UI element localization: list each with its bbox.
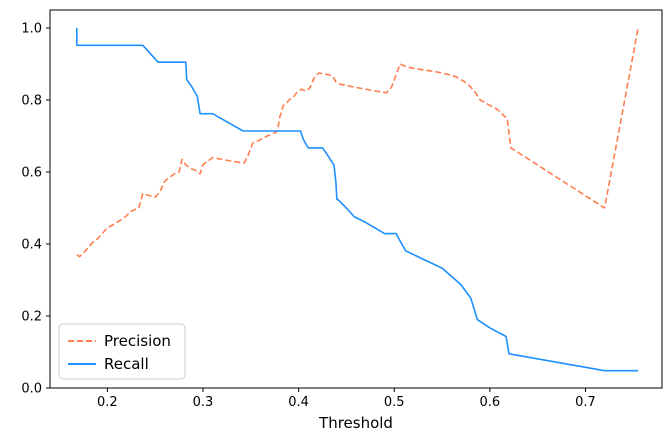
y-tick-label: 0.4 [21, 238, 42, 253]
x-tick-label: 0.6 [480, 395, 501, 410]
plot-frame [49, 9, 663, 389]
x-tick-label: 0.5 [384, 395, 405, 410]
legend: Precision Recall [58, 323, 186, 380]
x-tick-label: 0.3 [193, 395, 214, 410]
plot-layer [76, 27, 639, 372]
x-tick-label: 0.2 [97, 395, 118, 410]
series-line-recall [76, 28, 639, 372]
x-tick-label: 0.7 [575, 395, 596, 410]
y-tick-label: 0.0 [21, 382, 42, 397]
y-tick-label: 1.0 [21, 22, 42, 37]
y-tick-label: 0.6 [21, 166, 42, 181]
axes-layer: 0.2 0.3 0.4 0.5 0.6 0.7 0.0 0.2 0.4 0.6 0.8 1.0 [21, 22, 596, 411]
y-tick-label: 0.2 [21, 310, 42, 325]
legend-recall-label: Recall [104, 355, 149, 373]
x-tick-label: 0.4 [288, 395, 309, 410]
legend-box [58, 323, 186, 380]
legend-precision-label: Precision [104, 332, 171, 350]
y-tick-label: 0.8 [21, 94, 42, 109]
series-line-precision [76, 27, 639, 258]
x-axis-label: Threshold [318, 414, 393, 432]
